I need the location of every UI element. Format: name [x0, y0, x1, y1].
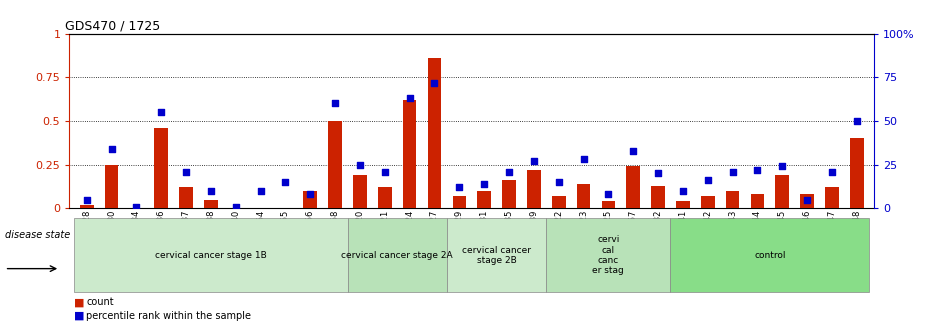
Point [204, 188, 218, 194]
Point [278, 179, 293, 185]
Text: ■: ■ [74, 311, 84, 321]
Bar [576, 184, 590, 208]
Point [80, 197, 94, 202]
Bar [626, 166, 640, 208]
Point [228, 204, 243, 209]
Bar [825, 187, 839, 208]
Point [824, 169, 839, 174]
Point [626, 148, 641, 153]
Point [452, 185, 467, 190]
Point [700, 178, 715, 183]
Text: cervical cancer
stage 2B: cervical cancer stage 2B [462, 246, 531, 265]
Text: disease state: disease state [5, 230, 70, 240]
Bar [80, 205, 93, 208]
Text: percentile rank within the sample: percentile rank within the sample [86, 311, 251, 321]
Bar [105, 165, 118, 208]
Point [302, 192, 317, 197]
Point [849, 118, 864, 124]
Point [105, 146, 119, 152]
Point [576, 157, 591, 162]
Bar [800, 194, 814, 208]
Point [154, 110, 168, 115]
Bar [775, 175, 789, 208]
Point [377, 169, 392, 174]
Bar [601, 201, 615, 208]
Bar [701, 196, 714, 208]
Bar [477, 191, 491, 208]
Point [253, 188, 268, 194]
Text: GDS470 / 1725: GDS470 / 1725 [66, 19, 161, 33]
Bar [204, 200, 217, 208]
Bar [452, 196, 466, 208]
Point [427, 80, 442, 85]
Point [601, 192, 616, 197]
Point [352, 162, 367, 167]
Point [402, 95, 417, 101]
Point [179, 169, 193, 174]
Bar [303, 191, 317, 208]
Bar [750, 194, 764, 208]
Point [476, 181, 491, 186]
Bar [502, 180, 516, 208]
Point [129, 204, 144, 209]
Text: cervical cancer stage 2A: cervical cancer stage 2A [341, 251, 453, 260]
Bar [552, 196, 565, 208]
Point [650, 171, 665, 176]
Text: cervical cancer stage 1B: cervical cancer stage 1B [155, 251, 266, 260]
Bar [154, 128, 168, 208]
Bar [427, 58, 441, 208]
Point [775, 164, 790, 169]
Point [551, 179, 566, 185]
Bar [179, 187, 193, 208]
Bar [402, 100, 416, 208]
Point [526, 159, 541, 164]
Bar [651, 185, 665, 208]
Point [327, 101, 342, 106]
Point [799, 197, 815, 202]
Point [750, 167, 765, 173]
Bar [676, 201, 690, 208]
Bar [527, 170, 541, 208]
Point [675, 188, 690, 194]
Bar [726, 191, 739, 208]
Bar [850, 138, 864, 208]
Text: ■: ■ [74, 297, 84, 307]
Bar [328, 121, 342, 208]
Text: cervi
cal
canc
er stag: cervi cal canc er stag [593, 235, 624, 276]
Point [501, 169, 516, 174]
Bar [353, 175, 367, 208]
Text: count: count [86, 297, 114, 307]
Text: control: control [754, 251, 785, 260]
Bar [378, 187, 391, 208]
Point [725, 169, 740, 174]
